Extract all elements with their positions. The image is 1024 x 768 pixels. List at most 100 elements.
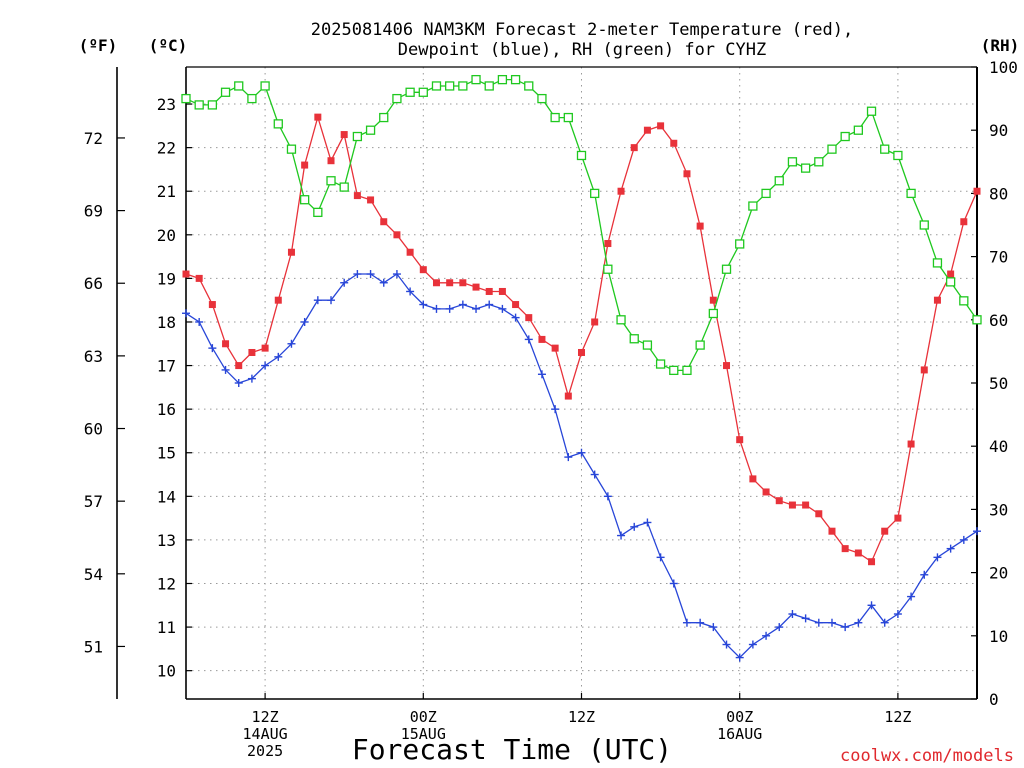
dewpoint-point: [762, 631, 771, 640]
dewpoint-point: [366, 270, 375, 279]
temperature-point: [353, 192, 361, 200]
temperature-point: [182, 270, 190, 278]
rh-tick-label: 70: [989, 248, 1008, 267]
rh-point: [972, 315, 982, 325]
rh-point: [260, 81, 270, 91]
temperature-point: [327, 157, 335, 165]
temperature-point: [340, 131, 348, 139]
temperature-point: [762, 488, 770, 496]
dewpoint-point: [656, 553, 665, 562]
rh-point: [392, 93, 402, 104]
fahrenheit-unit-label: (ºF): [79, 36, 118, 55]
dewpoint-point: [959, 535, 968, 544]
rh-point: [313, 207, 323, 218]
celsius-tick-label: 22: [157, 139, 176, 158]
rh-point: [721, 264, 732, 274]
temperature-point: [907, 440, 915, 448]
dewpoint-point: [973, 527, 981, 536]
dewpoint-point: [722, 640, 731, 649]
celsius-tick-label: 14: [157, 487, 176, 506]
temperature-point: [670, 139, 678, 147]
dewpoint-point: [682, 618, 691, 627]
temperature-series: [182, 113, 981, 566]
dewpoint-point: [524, 335, 533, 344]
rh-point: [880, 144, 890, 154]
dewpoint-point: [287, 339, 296, 348]
dewpoint-point: [208, 344, 217, 353]
temperature-point: [367, 196, 375, 204]
temperature-point: [723, 362, 731, 370]
dewpoint-point: [511, 313, 520, 322]
rh-point: [814, 157, 824, 167]
rh-point: [194, 100, 204, 110]
fahrenheit-tick-label: 60: [84, 420, 103, 439]
time-tick-label: 2025: [247, 742, 283, 760]
dewpoint-point: [313, 296, 322, 305]
temperature-point: [828, 527, 836, 535]
temperature-line: [185, 114, 978, 563]
temperature-point: [604, 240, 612, 248]
dewpoint-point: [696, 618, 705, 627]
time-tick-label: 16AUG: [717, 725, 762, 743]
dewpoint-point: [274, 352, 283, 361]
temperature-point: [485, 287, 493, 295]
chart-title-line1: 2025081406 NAM3KM Forecast 2-meter Tempe…: [311, 20, 853, 40]
temperature-point: [432, 279, 440, 287]
dewpoint-point: [432, 304, 441, 313]
credit-text: coolwx.com/models: [840, 746, 1014, 766]
temperature-point: [222, 340, 230, 348]
dewpoint-point: [775, 623, 784, 632]
celsius-tick-label: 20: [157, 226, 176, 245]
temperature-point: [709, 296, 717, 304]
rh-point: [537, 93, 547, 104]
temperature-point: [512, 301, 520, 309]
rh-point: [906, 188, 916, 199]
dewpoint-point: [564, 453, 573, 462]
temperature-point: [248, 348, 256, 356]
rh-point: [365, 125, 376, 135]
temperature-point: [578, 348, 585, 356]
dewpoint-point: [261, 361, 270, 370]
dewpoint-point: [933, 553, 942, 562]
rh-point: [273, 119, 283, 129]
temperature-point: [736, 436, 744, 444]
rh-point: [959, 296, 969, 306]
temperature-point: [208, 301, 216, 309]
dewpoint-point: [880, 618, 889, 627]
rh-point: [866, 106, 877, 116]
temperature-point: [617, 187, 625, 195]
dewpoint-point: [445, 304, 454, 313]
rh-point: [682, 365, 692, 376]
temperature-point: [472, 283, 480, 291]
rh-point: [431, 81, 442, 91]
rh-tick-label: 10: [989, 627, 1008, 646]
rh-tick-label: 20: [989, 564, 1008, 583]
dewpoint-point: [551, 405, 560, 414]
rh-point: [629, 334, 639, 344]
dewpoint-point: [801, 614, 810, 623]
time-tick-label: 15AUG: [401, 725, 446, 743]
temperature-point: [881, 527, 889, 535]
dewpoint-point: [709, 623, 718, 632]
rh-point: [247, 93, 257, 104]
dewpoint-point: [353, 270, 362, 279]
dewpoint-point: [907, 592, 916, 601]
temperature-point: [643, 126, 651, 134]
dewpoint-point: [498, 304, 507, 313]
temperature-point: [591, 318, 599, 326]
fahrenheit-tick-label: 54: [84, 565, 103, 584]
temperature-point: [630, 144, 638, 152]
dewpoint-point: [327, 296, 336, 305]
rh-tick-label: 50: [989, 374, 1008, 393]
rh-point: [893, 150, 903, 161]
rh-point: [379, 112, 389, 123]
rh-tick-label: 0: [989, 690, 999, 709]
temperature-point: [235, 362, 243, 370]
celsius-tick-label: 16: [157, 400, 176, 419]
temperature-point: [287, 248, 295, 256]
fahrenheit-tick-label: 66: [84, 274, 103, 293]
rh-point: [919, 220, 929, 230]
dewpoint-point: [827, 618, 836, 627]
temperature-point: [841, 545, 849, 553]
rh-point: [497, 74, 508, 85]
